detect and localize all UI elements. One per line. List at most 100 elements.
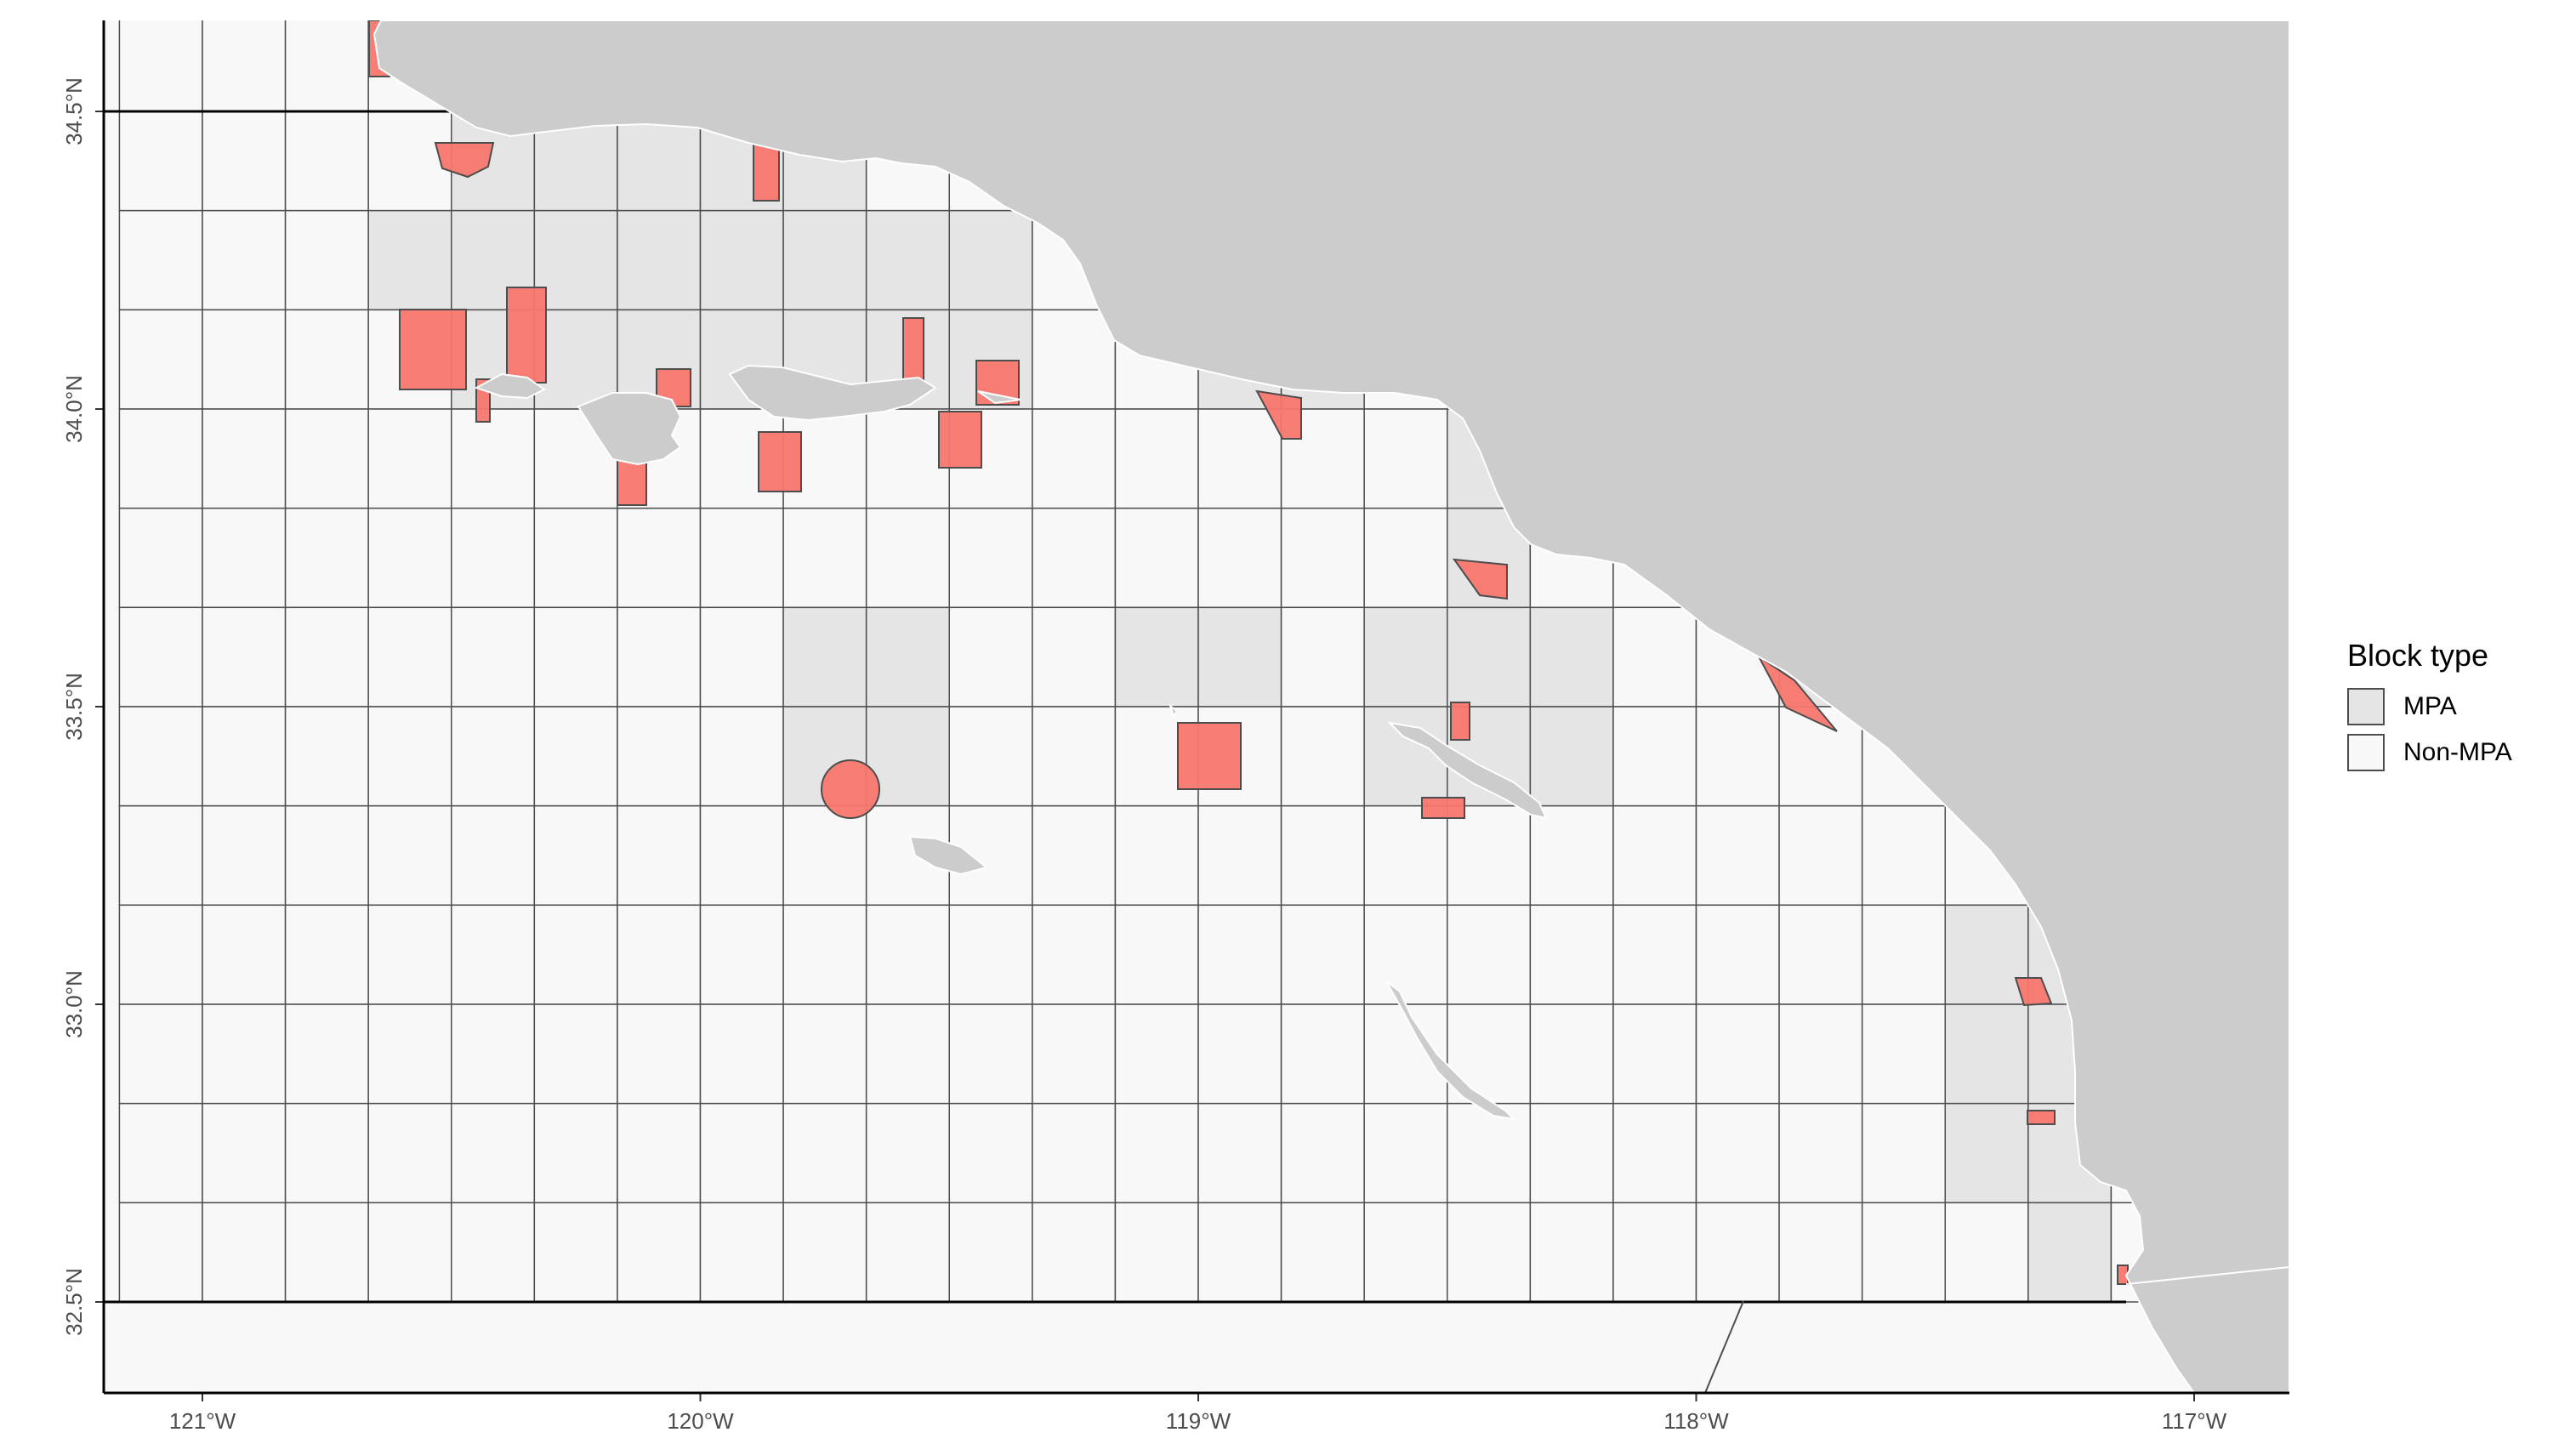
fishing-block (1197, 804, 1282, 907)
mpa-polygon (753, 140, 780, 202)
fishing-block (1280, 804, 1365, 907)
fishing-block (1114, 804, 1199, 907)
fishing-block (617, 904, 702, 1005)
fishing-block (865, 606, 951, 708)
mainland-coast (372, 20, 2289, 1393)
fishing-block (451, 804, 536, 907)
island-san-miguel (474, 372, 546, 400)
fishing-block (1363, 507, 1448, 609)
fishing-block (1280, 606, 1365, 708)
x-tick-label: 117°W (2162, 1408, 2227, 1434)
fishing-block (533, 1202, 618, 1303)
fishing-block (202, 1202, 287, 1303)
y-tick-label: 32.5°N (61, 1268, 87, 1336)
fishing-block (1280, 507, 1365, 609)
fishing-block (1363, 1102, 1448, 1204)
fishing-block (367, 804, 452, 907)
legend-title: Block type (2347, 638, 2489, 673)
fishing-block (1032, 1003, 1117, 1105)
fishing-block (782, 1102, 867, 1204)
fishing-block (118, 1003, 203, 1105)
fishing-block (1032, 606, 1117, 708)
fishing-block (782, 209, 867, 311)
mpa-polygon (434, 142, 495, 179)
fishing-block (367, 1102, 452, 1204)
international-border (2125, 1266, 2289, 1285)
mpa-polygon (399, 309, 467, 390)
axis-ticks (95, 111, 2195, 1401)
fishing-block (451, 706, 536, 807)
fishing-block (1861, 904, 1947, 1005)
fishing-block (1447, 804, 1532, 907)
fishing-block (617, 507, 702, 609)
fishing-block (284, 804, 369, 907)
fishing-block (284, 209, 369, 311)
fishing-block (367, 111, 452, 212)
mpa-polygon (2027, 1110, 2056, 1125)
fishing-block (1114, 606, 1199, 708)
fishing-block (118, 904, 203, 1005)
fishing-block (451, 606, 536, 708)
fishing-block (1447, 904, 1532, 1005)
fishing-block (1447, 1202, 1532, 1303)
island-santa-barbara (1169, 703, 1179, 719)
fishing-block (1280, 1202, 1365, 1303)
fishing-block (782, 804, 867, 907)
fishing-block (118, 1202, 203, 1303)
mpa-polygon (506, 287, 547, 384)
island-san-nicolas (908, 835, 989, 876)
fishing-block (284, 1202, 369, 1303)
fishing-block (1529, 904, 1614, 1005)
fishing-block (202, 706, 287, 807)
fishing-block (1778, 804, 1863, 907)
fishing-block (1363, 1202, 1448, 1303)
fishing-block (367, 209, 452, 311)
fishing-block (617, 1003, 702, 1105)
fishing-block (1944, 904, 2029, 1005)
fishing-block (451, 507, 536, 609)
mpa-polygon (1450, 702, 1470, 741)
fishing-block (202, 606, 287, 708)
fishing-block (699, 209, 784, 311)
fishing-block (533, 904, 618, 1005)
fishing-block (1695, 804, 1780, 907)
fishing-block (1197, 1102, 1282, 1204)
fishing-block (1114, 904, 1199, 1005)
mpa-polygon (1255, 389, 1302, 440)
fishing-block (948, 804, 1033, 907)
fishing-block (865, 1003, 951, 1105)
fishing-block (865, 1102, 951, 1204)
fishing-block (782, 507, 867, 609)
fishing-block (1197, 1202, 1282, 1303)
fishing-block (1944, 1102, 2029, 1204)
fishing-block (533, 507, 618, 609)
fishing-block (1778, 904, 1863, 1005)
fishing-block (1861, 1202, 1947, 1303)
fishing-block (782, 904, 867, 1005)
y-tick-label: 33.5°N (61, 673, 87, 741)
island-santa-cruz (728, 364, 937, 422)
fishing-block (1612, 706, 1697, 807)
fishing-block (118, 408, 203, 509)
mpa-polygon (1452, 558, 1508, 600)
fishing-block (617, 706, 702, 807)
fishing-block (1032, 507, 1117, 609)
fishing-block (202, 20, 287, 112)
fishing-block (1363, 904, 1448, 1005)
fishing-block (1197, 1003, 1282, 1105)
fishing-block (451, 1202, 536, 1303)
legend-label-non-mpa: Non-MPA (2403, 738, 2512, 766)
fishing-block (1363, 606, 1448, 708)
fishing-block (1363, 804, 1448, 907)
fishing-block (865, 507, 951, 609)
x-tick-label: 119°W (1166, 1408, 1231, 1434)
legend-key-mpa (2347, 688, 2385, 725)
fishing-block (533, 706, 618, 807)
fishing-block (1529, 1102, 1614, 1204)
island-anacapa (977, 390, 1021, 405)
fishing-block (1280, 904, 1365, 1005)
fishing-block (1529, 1003, 1614, 1105)
mpa-polygon (902, 317, 924, 380)
fishing-block (1778, 1003, 1863, 1105)
x-tick-label: 120°W (667, 1408, 734, 1434)
